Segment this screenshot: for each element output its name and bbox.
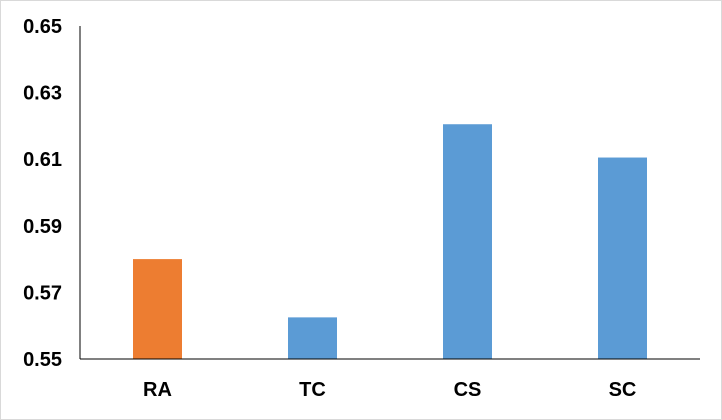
y-tick-label: 0.57 [23, 282, 62, 304]
x-tick-label: TC [299, 379, 326, 401]
y-tick-label: 0.65 [23, 16, 62, 38]
bar-tc [288, 317, 337, 359]
x-tick-label: CS [454, 379, 482, 401]
y-tick-label: 0.63 [23, 83, 62, 105]
y-tick-label: 0.59 [23, 216, 62, 238]
y-tick-label: 0.55 [23, 349, 62, 371]
x-tick-label: RA [143, 379, 172, 401]
x-axis-ticks: RA TC CS SC [143, 379, 636, 401]
bars [133, 124, 647, 359]
y-axis-ticks: 0.55 0.57 0.59 0.61 0.63 0.65 [23, 16, 62, 371]
bar-sc [598, 157, 647, 359]
bar-cs [443, 124, 492, 359]
bar-ra [133, 259, 182, 359]
y-tick-label: 0.61 [23, 149, 62, 171]
x-tick-label: SC [609, 379, 637, 401]
